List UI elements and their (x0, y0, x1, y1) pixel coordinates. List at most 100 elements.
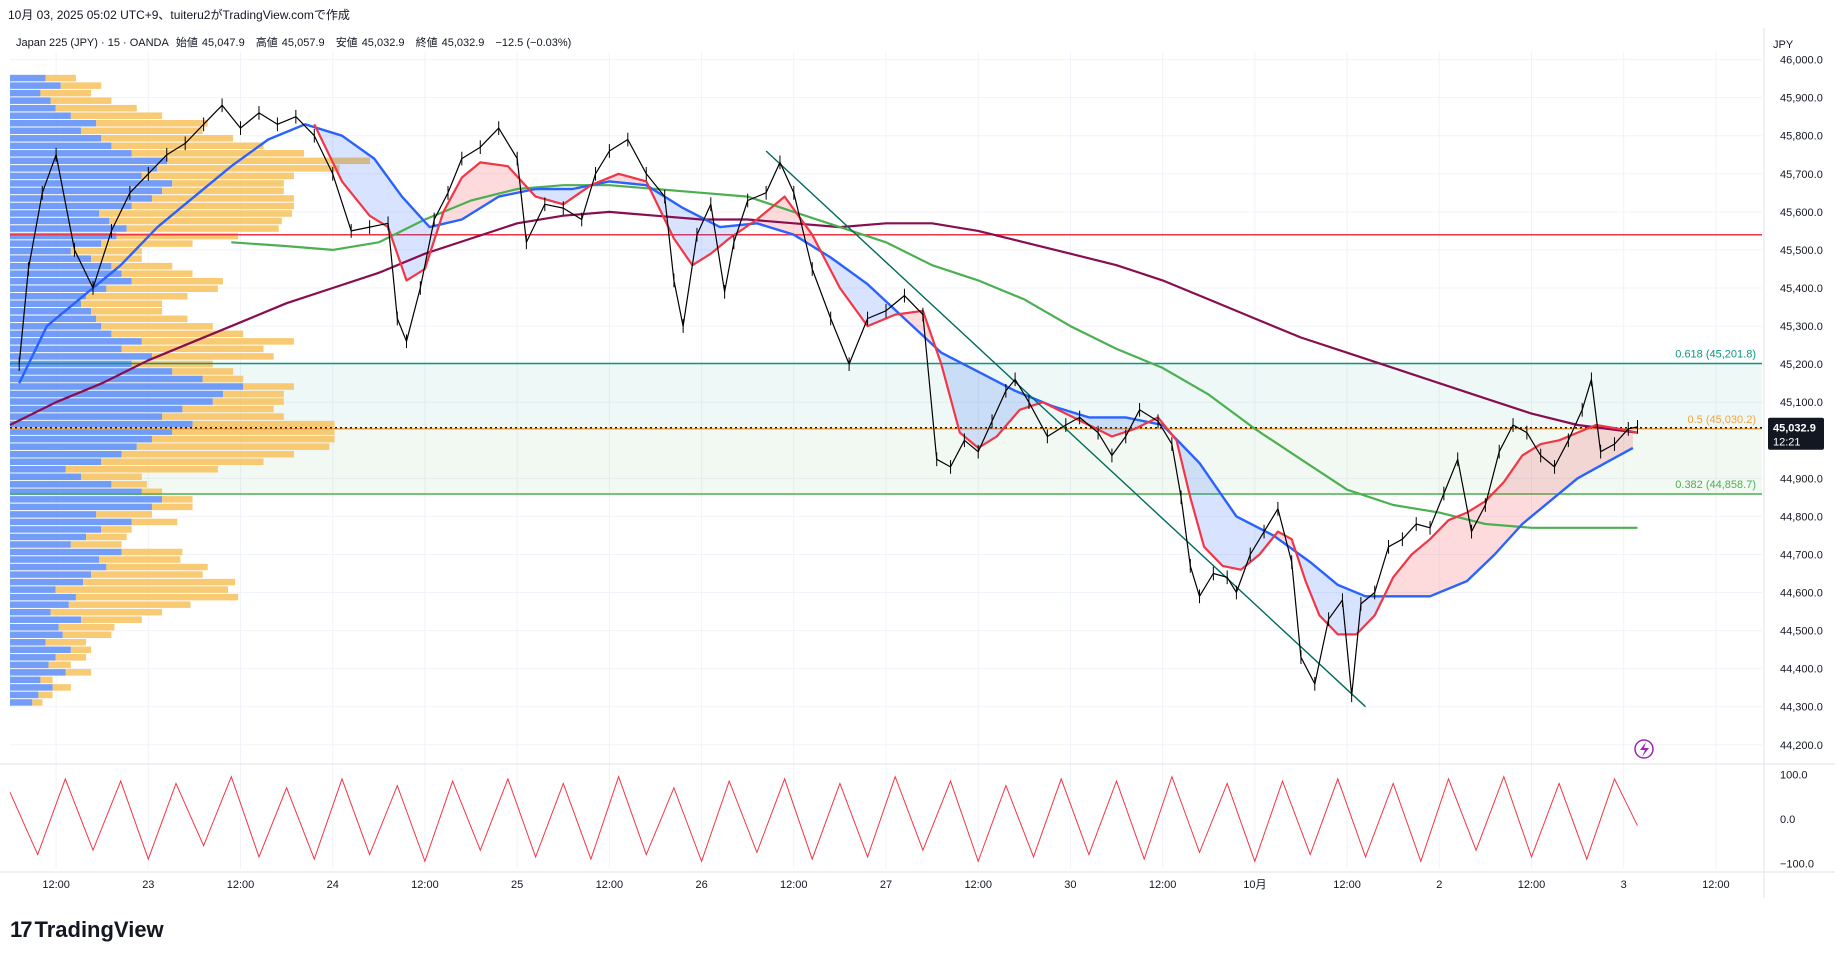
low-value: 安値 45,032.9 (336, 37, 409, 49)
volume-profile-bar-up (10, 300, 81, 308)
volume-profile-bar-up (10, 691, 39, 699)
volume-profile-bar-up (10, 593, 76, 601)
low-price: 45,032.9 (361, 37, 405, 49)
volume-profile-bar-up (10, 210, 100, 217)
volume-profile-bar-up (10, 150, 132, 157)
time-tick-label: 25 (511, 879, 523, 891)
volume-profile-bar-up (10, 240, 102, 247)
price-tag: 45,032.9 12:21 (1768, 417, 1824, 450)
volume-profile-bar-up (10, 646, 71, 654)
volume-profile-bar-down (101, 240, 193, 247)
volume-profile-bar-up (10, 413, 163, 420)
volume-profile-bar-up (10, 541, 71, 548)
volume-profile-bar-up (10, 420, 193, 428)
volume-profile-bar-down (101, 458, 264, 465)
volume-profile-bar-down (202, 375, 244, 383)
volume-profile-bar-up (10, 247, 71, 255)
price-tick-label: 45,200.0 (1780, 359, 1823, 371)
symbol-legend: Japan 225 (JPY) · 15 · OANDA 始値 45,047.9 … (16, 34, 575, 50)
time-tick-label: 24 (327, 879, 339, 891)
volume-profile-bar-down (83, 578, 236, 586)
volume-profile-bar-down (151, 353, 274, 360)
series-maroon_ma (9, 210, 1638, 434)
volume-profile-bar-up (10, 157, 168, 165)
volume-profile-bar-up (10, 684, 53, 691)
volume-profile-bar-down (126, 225, 279, 232)
volume-profile-bar-down (40, 89, 92, 97)
price-tick-label: 45,100.0 (1780, 397, 1823, 409)
volume-profile-bar-up (10, 676, 41, 684)
ma-fill-bear (650, 188, 753, 266)
time-tick-label: 12:00 (227, 879, 255, 891)
horizontal-levels: 0.618 (45,201.8) 0.5 (45,030.2) 0.382 (44,… (10, 233, 1762, 495)
volume-profile-bar-up (10, 119, 97, 127)
volume-profile-bar-down (48, 661, 71, 669)
volume-profile-bar-down (99, 556, 181, 563)
price-tag-value: 45,032.9 (1773, 423, 1816, 435)
ma-fill-bull (1148, 417, 1172, 435)
volume-profile-bar-down (151, 503, 193, 511)
volume-profile-bar-down (151, 435, 335, 443)
volume-profile-bar-down (116, 232, 239, 240)
time-tick-label: 12:00 (1149, 879, 1177, 891)
volume-profile-bar-down (50, 608, 163, 616)
volume-profile-bar-up (10, 405, 183, 413)
volume-profile-bar-down (172, 428, 335, 435)
price-tick-label: 44,400.0 (1780, 664, 1823, 676)
volume-profile-bar-up (10, 398, 213, 405)
time-tick-label: 12:00 (964, 879, 992, 891)
volume-profile-bar-down (172, 368, 234, 375)
volume-profile-bar-down (162, 496, 193, 503)
volume-profile-bar-down (101, 135, 234, 142)
volume-profile-bar-up (10, 112, 71, 119)
volume-profile-bar-down (70, 247, 142, 255)
volume-profile-bar-down (96, 315, 188, 323)
volume-profile-bar-down (111, 142, 264, 150)
volume-profile-bar-down (151, 195, 294, 202)
volume-profile-bar-up (10, 518, 132, 526)
volume-profile-bar-up (10, 473, 81, 481)
chart-header: 10月 03, 2025 05:02 UTC+9、tuiteru2がTradin… (8, 8, 350, 22)
volume-profile-bar-down (131, 518, 178, 526)
volume-profile-bar-up (10, 330, 112, 338)
volume-profile-bar-up (10, 465, 66, 473)
price-tick-label: 44,200.0 (1780, 740, 1823, 752)
volume-profile-bar-down (106, 285, 218, 292)
volume-profile-bar-up (10, 661, 49, 669)
volume-profile-bar-up (10, 481, 112, 488)
price-tag-box (1768, 417, 1824, 450)
lightning-icon[interactable] (1634, 739, 1654, 759)
volume-profile-bar-down (141, 488, 163, 496)
volume-profile-bar-up (10, 563, 107, 571)
volume-profile-bar-down (101, 323, 213, 330)
volume-profile-bar-up (10, 255, 92, 262)
volume-profile-bar-up (10, 232, 117, 240)
ma-fill-bear (821, 251, 900, 327)
volume-profile-bar-down (38, 691, 53, 699)
volume-profile-bar-down (86, 292, 188, 300)
volume-profile-bar-down (58, 623, 115, 631)
volume-profile-bar-down (70, 541, 122, 548)
volume-profile-bar-down (243, 383, 294, 390)
oscillator-tick-label: 0.0 (1780, 814, 1795, 826)
price-tick-label: 44,300.0 (1780, 702, 1823, 714)
volume-profile-bar-down (101, 526, 132, 533)
volume-profile-bar-up (10, 135, 102, 142)
time-tick-label: 27 (880, 879, 892, 891)
currency-label[interactable]: JPY (1773, 39, 1794, 51)
ma-fill-bear (1171, 434, 1278, 570)
time-tick-label: 3 (1621, 879, 1627, 891)
volume-profile-bar-up (10, 526, 102, 533)
time-tick-label: 12:00 (780, 879, 808, 891)
time-tick-label: 12:00 (1333, 879, 1361, 891)
volume-profile-bar-up (10, 496, 163, 503)
volume-profile-bar-down (96, 511, 152, 518)
volume-profile-bar-up (10, 82, 61, 89)
volume-profile-bar-up (10, 180, 173, 187)
symbol-name[interactable]: Japan 225 (JPY) · 15 · OANDA (16, 37, 169, 49)
volume-profile-bar-down (52, 684, 71, 691)
time-tick-label: 30 (1064, 879, 1076, 891)
volume-profile-bar-down (121, 270, 193, 277)
volume-profile-bar-up (10, 616, 81, 623)
